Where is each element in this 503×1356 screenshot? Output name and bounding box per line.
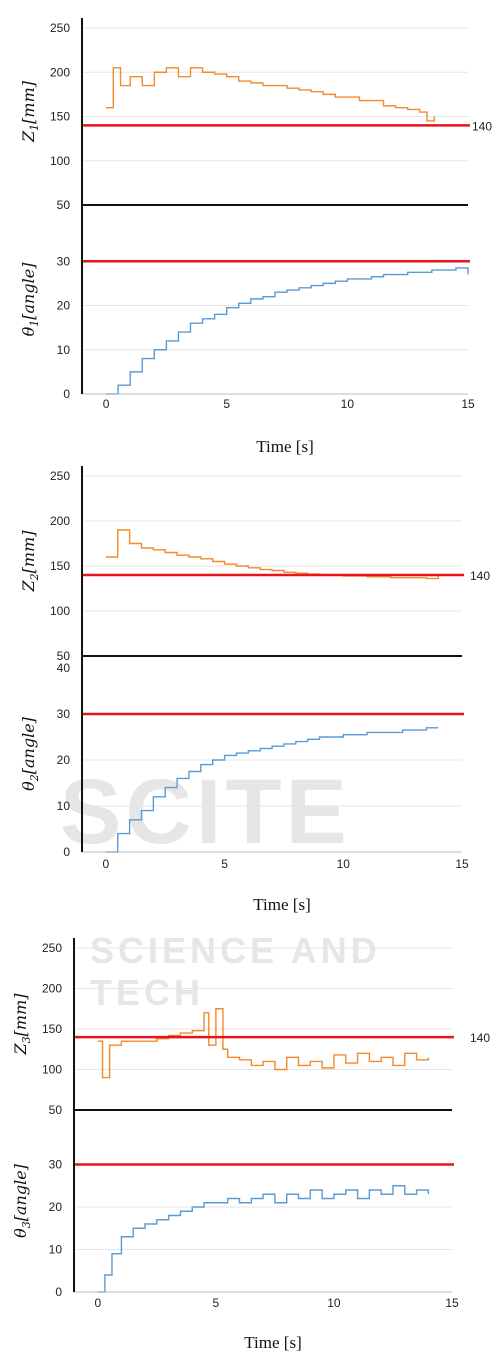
top-y-axis-label-main: Z	[19, 130, 38, 143]
top-series-line	[105, 529, 439, 580]
bottom-y-tick-label: 40	[57, 661, 71, 675]
bottom-y-tick-label: 0	[55, 1285, 62, 1299]
x-axis-label: Time [s]	[244, 1333, 301, 1352]
top-y-axis-label-sub: 1	[28, 124, 41, 131]
bottom-series-line	[97, 1185, 430, 1293]
bottom-y-tick-label: 0	[63, 845, 70, 859]
top-y-tick-label: 250	[50, 469, 70, 483]
top-y-axis-label: Z3[mm]	[11, 993, 33, 1056]
x-tick-label: 15	[461, 397, 475, 411]
top-y-axis-label-main: Z	[19, 579, 38, 592]
bottom-y-tick-label: 10	[57, 799, 71, 813]
x-tick-label: 5	[223, 397, 230, 411]
bottom-y-axis-label: θ2[angle]	[19, 716, 41, 791]
bottom-y-tick-label: 0	[63, 387, 70, 401]
x-tick-label: 10	[327, 1296, 341, 1310]
x-axis-label: Time [s]	[256, 437, 313, 456]
x-tick-label: 10	[341, 397, 355, 411]
top-y-tick-label: 200	[50, 514, 70, 528]
top-y-tick-label: 100	[50, 154, 70, 168]
x-tick-label: 0	[103, 857, 110, 871]
bottom-y-axis-label-main: θ	[19, 326, 38, 336]
bottom-series-line	[105, 727, 439, 853]
top-y-tick-label: 200	[50, 65, 70, 79]
top-y-tick-label: 50	[57, 649, 71, 663]
bottom-y-tick-label: 30	[49, 1158, 63, 1172]
top-y-axis-label-unit: [mm]	[19, 530, 38, 574]
bottom-y-axis-label: θ3[angle]	[11, 1163, 33, 1238]
x-tick-label: 15	[445, 1296, 459, 1310]
bottom-series-line	[106, 267, 469, 395]
bottom-y-axis-label-sub: 1	[28, 320, 41, 327]
x-tick-label: 5	[221, 857, 228, 871]
top-y-tick-label: 50	[49, 1103, 63, 1117]
top-y-axis-label-unit: [mm]	[11, 993, 30, 1037]
bottom-y-tick-label: 20	[57, 753, 71, 767]
bottom-y-axis-label-main: θ	[11, 1228, 30, 1238]
reference-value-label: 140	[470, 1031, 490, 1045]
top-y-tick-label: 100	[42, 1063, 62, 1077]
top-y-axis-label-sub: 3	[20, 1036, 33, 1043]
bottom-y-axis-label-unit: [angle]	[19, 716, 38, 774]
reference-value-label: 140	[472, 119, 492, 133]
bottom-y-axis-label: θ1[angle]	[19, 262, 41, 337]
bottom-y-tick-label: 20	[49, 1200, 63, 1214]
x-tick-label: 10	[337, 857, 351, 871]
bottom-y-tick-label: 20	[57, 299, 71, 313]
top-y-axis-label: Z1[mm]	[19, 80, 41, 143]
top-y-axis-label-unit: [mm]	[19, 80, 38, 124]
top-y-tick-label: 150	[50, 110, 70, 124]
x-tick-label: 15	[455, 857, 469, 871]
x-tick-label: 0	[94, 1296, 101, 1310]
x-axis-label: Time [s]	[253, 895, 310, 914]
bottom-y-axis-label-main: θ	[19, 781, 38, 791]
top-y-tick-label: 250	[42, 941, 62, 955]
bottom-y-tick-label: 10	[57, 343, 71, 357]
top-y-tick-label: 50	[57, 198, 71, 212]
bottom-y-axis-label-sub: 2	[28, 774, 41, 782]
bottom-y-tick-label: 30	[57, 254, 71, 268]
top-y-tick-label: 100	[50, 604, 70, 618]
bottom-y-axis-label-unit: [angle]	[19, 262, 38, 320]
top-series-line	[106, 67, 435, 122]
bottom-y-axis-label-sub: 3	[20, 1221, 33, 1228]
bottom-y-tick-label: 30	[57, 707, 71, 721]
top-y-tick-label: 250	[50, 21, 70, 35]
reference-value-label: 140	[470, 569, 490, 583]
top-series-line	[97, 1008, 430, 1079]
bottom-y-tick-label: 10	[49, 1243, 63, 1257]
top-y-axis-label-main: Z	[11, 1042, 30, 1055]
x-tick-label: 5	[213, 1296, 220, 1310]
top-y-tick-label: 150	[50, 559, 70, 573]
top-y-tick-label: 150	[42, 1022, 62, 1036]
x-tick-label: 0	[103, 397, 110, 411]
bottom-y-axis-label-unit: [angle]	[11, 1163, 30, 1221]
top-y-axis-label-sub: 2	[28, 573, 41, 581]
top-y-tick-label: 200	[42, 982, 62, 996]
top-y-axis-label: Z2[mm]	[19, 530, 41, 593]
